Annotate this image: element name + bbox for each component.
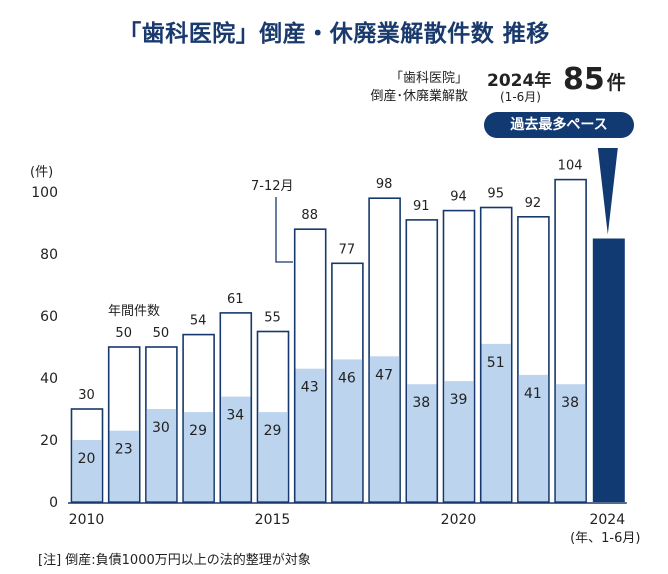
y-tick-80: 80 xyxy=(40,247,58,263)
annotation-count: 85 件 xyxy=(563,62,626,97)
annotation-subject: 「歯科医院」 倒産･休廃業解散 xyxy=(370,70,468,106)
y-tick-40: 40 xyxy=(40,371,58,387)
bar-h1-2021 xyxy=(481,343,511,502)
annotation-period: (1-6月) xyxy=(500,90,541,104)
label-h1-2021: 51 xyxy=(487,355,505,371)
label-annual-2023: 104 xyxy=(558,159,583,174)
bar-h1-2019 xyxy=(407,384,437,502)
bar-h1-2012 xyxy=(146,409,177,502)
label-annual-2016: 88 xyxy=(301,208,318,223)
second-half-label: 7-12月 xyxy=(251,179,294,194)
label-annual-2014: 61 xyxy=(227,292,244,307)
y-tick-100: 100 xyxy=(31,185,58,201)
bar-h1-2018 xyxy=(369,356,400,502)
x-tick-2015: 2015 xyxy=(255,512,291,528)
bar-h1-2015 xyxy=(258,412,288,502)
label-annual-2019: 91 xyxy=(413,199,430,214)
pointer-wedge xyxy=(597,148,618,235)
bar-h1-2014 xyxy=(221,396,251,502)
label-h1-2010: 20 xyxy=(78,451,96,467)
label-h1-2023: 38 xyxy=(561,395,579,411)
second-half-connector xyxy=(275,197,293,263)
label-h1-2011: 23 xyxy=(115,442,133,458)
y-unit-label: (件) xyxy=(30,165,53,180)
label-annual-2015: 55 xyxy=(264,311,281,326)
x-tick-2020: 2020 xyxy=(441,512,477,528)
label-h1-2016: 43 xyxy=(301,380,319,396)
label-h1-2017: 46 xyxy=(338,370,356,386)
label-annual-2013: 54 xyxy=(190,314,207,329)
bar-h1-2017 xyxy=(332,359,363,502)
page-title: 「歯科医院」倒産・休廃業解散件数 推移 xyxy=(118,21,550,47)
label-h1-2018: 47 xyxy=(375,367,393,383)
x-tick-2010: 2010 xyxy=(69,512,105,528)
label-annual-2012: 50 xyxy=(153,326,170,341)
annotation-year: 2024年 xyxy=(487,71,552,91)
bar-h1-2023 xyxy=(555,384,586,502)
bar-h1-2010 xyxy=(72,440,102,502)
y-tick-0: 0 xyxy=(49,495,58,511)
annual-count-label: 年間件数 xyxy=(108,304,160,319)
label-h1-2015: 29 xyxy=(264,423,282,439)
footnote: [注] 倒産:負債1000万円以上の法的整理が対象 xyxy=(38,553,311,568)
label-h1-2014: 34 xyxy=(226,408,244,424)
record-pace-badge: 過去最多ペース xyxy=(484,112,634,138)
label-annual-2010: 30 xyxy=(78,388,95,403)
y-tick-20: 20 xyxy=(40,433,58,449)
bar-h1-2016 xyxy=(295,368,325,502)
label-h1-2012: 30 xyxy=(152,420,170,436)
first-half-bars xyxy=(72,148,625,502)
bar-h1-2024 xyxy=(592,238,625,502)
label-h1-2019: 38 xyxy=(412,395,430,411)
annotation-count-value: 85 xyxy=(563,62,605,97)
bar-h1-2020 xyxy=(444,381,474,502)
y-tick-60: 60 xyxy=(40,309,58,325)
axes: 0 20 40 60 80 100 (件) 2010 2015 2020 2024 (年、1-6月) 年… xyxy=(30,165,640,546)
annotation-line1: 「歯科医院」 xyxy=(389,71,468,86)
label-annual-2017: 77 xyxy=(339,242,356,257)
label-annual-2018: 98 xyxy=(376,177,393,192)
x-unit-label: (年、1-6月) xyxy=(570,531,640,546)
label-annual-2011: 50 xyxy=(115,326,132,341)
label-annual-2022: 92 xyxy=(525,196,542,211)
x-tick-2024: 2024 xyxy=(589,512,625,528)
annotation-line2: 倒産･休廃業解散 xyxy=(370,89,468,104)
value-labels: 30 20 50 23 50 30 54 29 61 34 55 29 88 43 77 46 98 47 91 38… xyxy=(78,159,583,467)
label-h1-2022: 41 xyxy=(524,386,542,402)
label-h1-2013: 29 xyxy=(189,423,207,439)
label-annual-2021: 95 xyxy=(487,187,504,202)
label-h1-2020: 39 xyxy=(450,392,468,408)
bar-h1-2013 xyxy=(183,412,214,502)
annotation-count-unit: 件 xyxy=(606,72,626,94)
bar-h1-2011 xyxy=(109,430,139,502)
bar-h1-2022 xyxy=(518,374,549,502)
label-annual-2020: 94 xyxy=(450,190,467,205)
